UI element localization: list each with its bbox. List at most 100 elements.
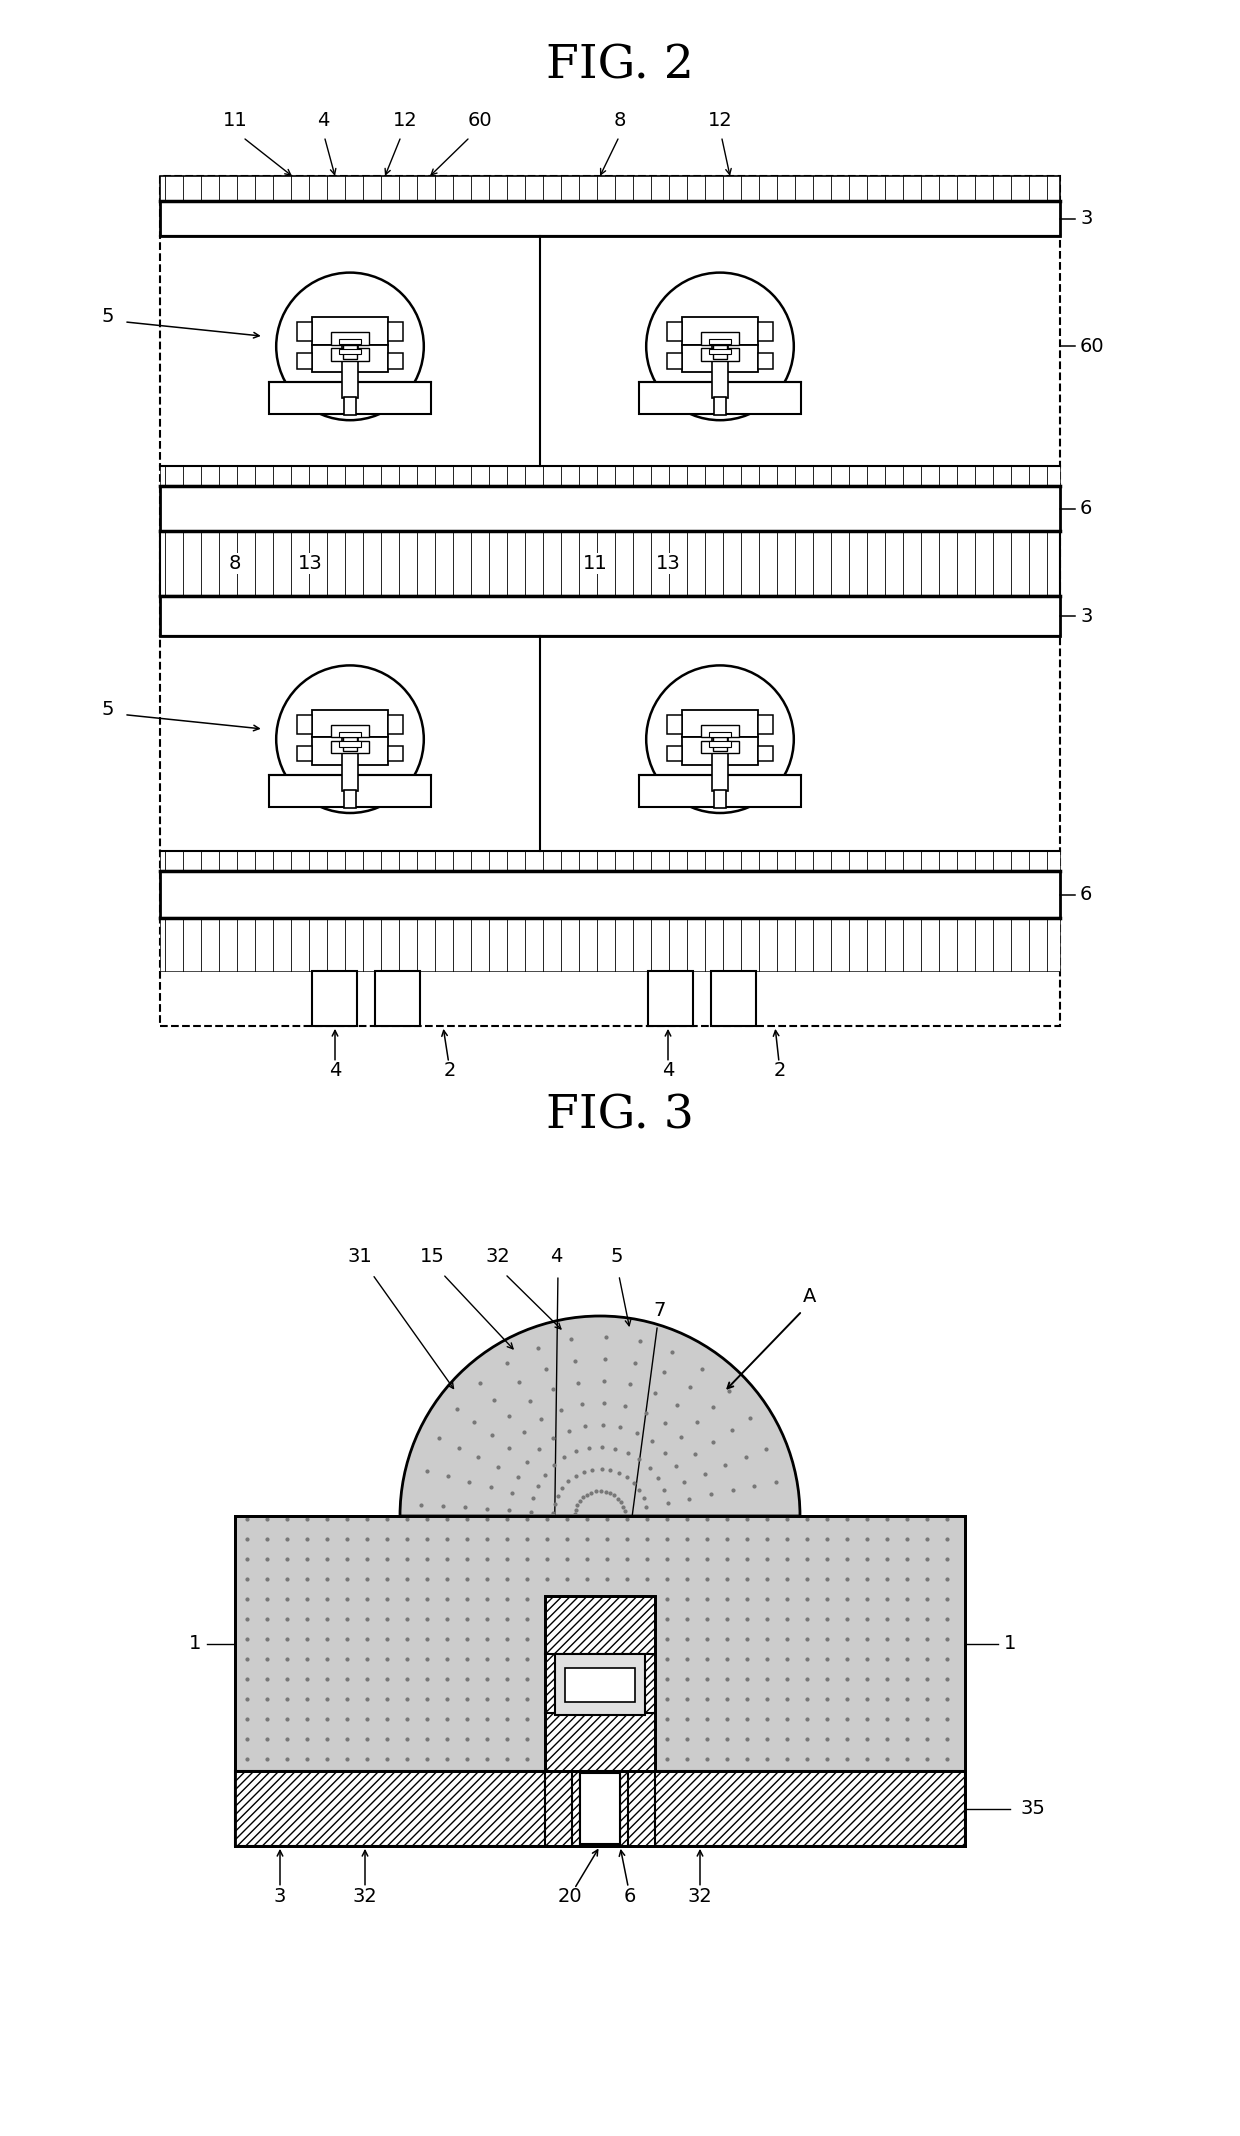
Bar [298,352,312,370]
Text: 35: 35 [1021,1799,1045,1818]
Bar [580,1771,620,1846]
Bar [639,305,801,414]
Text: 3: 3 [1080,209,1092,229]
Bar [709,348,730,355]
Text: 6: 6 [1080,884,1092,904]
Bar [709,731,730,737]
Bar [758,716,773,735]
Bar [342,344,357,397]
Bar [339,340,361,344]
Bar [236,1517,965,1771]
Text: 11: 11 [223,111,247,130]
Bar [160,175,1060,201]
Bar [269,305,432,414]
Bar [546,1596,655,1771]
Text: 4: 4 [662,1062,675,1081]
Bar [236,1771,546,1846]
Bar [565,1668,635,1702]
Bar [236,1771,965,1846]
Wedge shape [401,1316,800,1517]
Circle shape [277,666,424,814]
Text: 15: 15 [419,1247,444,1265]
Text: 6: 6 [1080,500,1092,519]
Text: 20: 20 [558,1886,583,1905]
Text: 5: 5 [102,701,114,718]
Circle shape [646,666,794,814]
Bar [236,1517,965,1771]
Text: 5: 5 [102,308,114,327]
Bar [388,745,403,760]
Text: 8: 8 [229,553,242,572]
Bar [312,709,388,737]
Bar [667,745,682,760]
Text: 3: 3 [274,1886,286,1905]
Text: 1: 1 [1004,1634,1017,1653]
Bar [236,1771,965,1846]
Text: 4: 4 [549,1247,562,1265]
Bar [236,1771,546,1846]
Bar [160,918,1060,972]
Bar [269,698,432,807]
Bar [160,871,1060,918]
Text: A: A [804,1286,817,1305]
Bar [682,318,758,344]
Text: 3: 3 [1080,607,1092,626]
Bar [758,323,773,342]
Bar [339,348,361,355]
Bar [312,737,388,765]
Bar [331,333,368,344]
Bar [639,775,801,807]
Bar [682,709,758,737]
Bar [758,352,773,370]
Bar [160,175,1060,1025]
Text: 32: 32 [352,1886,377,1905]
Bar [701,724,739,737]
Bar [572,1771,627,1846]
Bar [343,737,357,752]
Text: 6: 6 [624,1886,636,1905]
Circle shape [646,273,794,421]
Text: 11: 11 [583,553,608,572]
Text: 7: 7 [653,1301,666,1320]
Bar [713,737,728,790]
Bar [312,318,388,344]
Bar [388,716,403,735]
Bar [639,698,801,807]
Bar [682,344,758,372]
Bar [713,344,728,397]
Text: 13: 13 [298,553,322,572]
Bar [709,741,730,748]
Bar [312,972,357,1025]
Bar [580,1773,620,1843]
Bar [298,745,312,760]
Bar [160,487,1060,532]
Bar [298,323,312,342]
Bar [331,724,368,737]
Text: 12: 12 [393,111,418,130]
Text: 8: 8 [614,111,626,130]
Bar [339,731,361,737]
Bar [682,737,758,765]
Text: 12: 12 [708,111,733,130]
Bar [331,348,368,361]
Bar [709,340,730,344]
Bar [714,397,727,414]
Bar [758,745,773,760]
Bar [374,972,420,1025]
Bar [713,344,727,359]
Text: FIG. 3: FIG. 3 [546,1094,694,1138]
Bar [655,1771,965,1846]
Text: 5: 5 [611,1247,624,1265]
Text: 2: 2 [444,1062,456,1081]
Bar [312,344,388,372]
Text: 4: 4 [329,1062,341,1081]
Bar [160,532,1060,596]
Bar [713,737,727,752]
Bar [160,850,1060,871]
Text: 60: 60 [1080,337,1105,357]
Text: 31: 31 [347,1247,372,1265]
Bar [655,1771,965,1846]
Bar [388,323,403,342]
Bar [546,1596,655,1771]
Bar [556,1653,645,1715]
